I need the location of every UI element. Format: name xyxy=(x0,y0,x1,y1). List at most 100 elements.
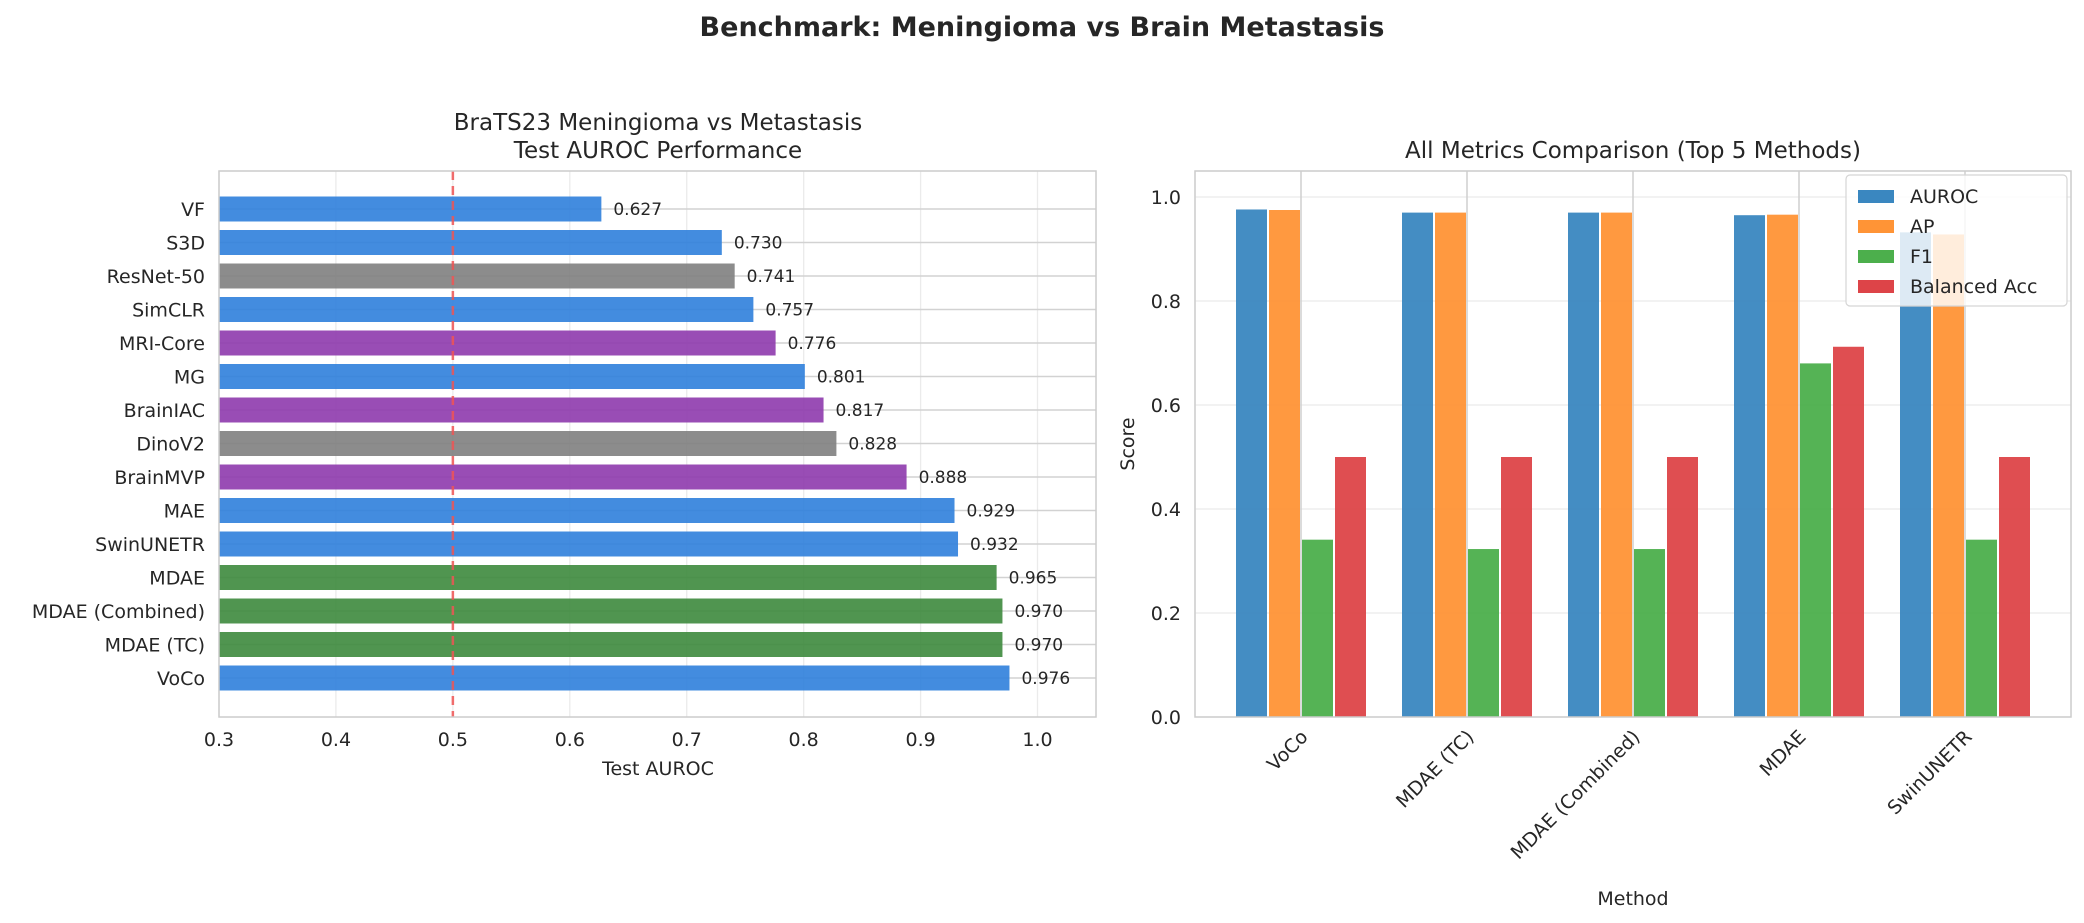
bar-f1 xyxy=(1966,539,1997,717)
x-tick-label: 0.5 xyxy=(438,729,468,751)
value-label: 0.730 xyxy=(734,234,783,254)
x-tick-label: MDAE (TC) xyxy=(1392,726,1478,812)
x-tick-label: 0.6 xyxy=(555,729,585,751)
x-tick-label: 0.4 xyxy=(321,729,351,751)
y-tick-label: MDAE (Combined) xyxy=(32,601,205,623)
y-tick-label: BrainIAC xyxy=(124,400,205,422)
bar-ap xyxy=(1933,234,1964,717)
bar-s3d xyxy=(219,230,722,255)
y-tick-label: 0.8 xyxy=(1151,291,1181,313)
legend-swatch xyxy=(1858,190,1894,203)
right-chart: All Metrics Comparison (Top 5 Methods) 0… xyxy=(1117,138,2072,910)
value-label: 0.929 xyxy=(967,502,1016,522)
y-tick-label: SwinUNETR xyxy=(95,534,205,556)
bar-f1 xyxy=(1634,549,1665,717)
bar-balanced-acc xyxy=(1335,457,1366,717)
legend-box xyxy=(1845,174,2068,307)
right-y-axis-label: Score xyxy=(1117,417,1139,470)
left-x-tick-labels: 0.3 0.4 0.5 0.6 0.7 0.8 0.9 1.0 xyxy=(204,729,1053,751)
bar-mdae-tc- xyxy=(219,632,1003,657)
bar-mri-core xyxy=(219,330,776,356)
left-bars xyxy=(219,196,1010,691)
x-tick-label: 0.3 xyxy=(204,729,234,751)
y-tick-label: VoCo xyxy=(157,668,205,690)
left-chart-title-line1: BraTS23 Meningioma vs Metastasis xyxy=(454,110,862,136)
y-tick-label: 0.0 xyxy=(1151,707,1181,729)
legend-swatch xyxy=(1858,250,1894,263)
y-tick-label: S3D xyxy=(166,233,205,255)
bar-f1 xyxy=(1302,539,1333,717)
value-label: 0.741 xyxy=(747,267,796,287)
right-plot-frame xyxy=(1194,170,2072,718)
bar-ap xyxy=(1767,214,1798,717)
bar-balanced-acc xyxy=(1999,457,2030,717)
bar-f1 xyxy=(1800,363,1831,717)
legend-label: F1 xyxy=(1910,246,1933,268)
y-tick-label: ResNet-50 xyxy=(107,266,205,288)
bar-auroc xyxy=(1402,212,1433,717)
bar-brainmvp xyxy=(219,464,907,490)
value-label: 0.965 xyxy=(1009,569,1058,589)
right-chart-title: All Metrics Comparison (Top 5 Methods) xyxy=(1405,138,1861,164)
bar-ap xyxy=(1601,212,1632,717)
x-tick-label: VoCo xyxy=(1263,726,1313,776)
legend: AUROC AP F1 Balanced Acc xyxy=(1845,174,2068,307)
bar-auroc xyxy=(1900,232,1931,718)
bar-resnet-50 xyxy=(219,263,735,289)
x-tick-label: MDAE xyxy=(1756,726,1811,781)
bar-brainiac xyxy=(219,397,824,423)
bar-mdae-combined- xyxy=(219,598,1003,624)
bar-balanced-acc xyxy=(1833,346,1864,717)
y-tick-label: DinoV2 xyxy=(136,434,205,456)
y-tick-label: 0.4 xyxy=(1151,499,1181,521)
bar-ap xyxy=(1269,210,1300,717)
bar-vf xyxy=(219,196,602,222)
bar-mae xyxy=(219,498,955,523)
legend-label: AUROC xyxy=(1910,186,1978,208)
legend-swatch xyxy=(1858,220,1894,233)
bar-auroc xyxy=(1236,209,1267,718)
legend-swatch xyxy=(1858,280,1894,293)
y-tick-label: SimCLR xyxy=(132,300,205,322)
x-tick-label: 0.7 xyxy=(672,729,702,751)
bar-balanced-acc xyxy=(1667,457,1698,717)
y-tick-label: 0.2 xyxy=(1151,603,1181,625)
y-tick-label: BrainMVP xyxy=(114,467,205,489)
legend-label: AP xyxy=(1910,216,1934,238)
value-label: 0.970 xyxy=(1014,636,1063,656)
y-tick-label: MRI-Core xyxy=(119,333,205,355)
value-label: 0.970 xyxy=(1014,602,1063,622)
x-tick-label: 0.8 xyxy=(789,729,819,751)
left-value-labels: 0.627 0.730 0.741 0.757 0.776 0.801 0.817 0.828… xyxy=(613,200,1070,689)
right-bars xyxy=(1236,209,2030,718)
right-x-axis-label: Method xyxy=(1597,888,1668,910)
legend-label: Balanced Acc xyxy=(1910,276,2037,298)
value-label: 0.627 xyxy=(613,200,662,220)
figure-title: Benchmark: Meningioma vs Brain Metastasi… xyxy=(700,12,1385,43)
y-tick-label: MDAE xyxy=(149,568,205,590)
y-tick-label: MDAE (TC) xyxy=(105,635,205,657)
bar-auroc xyxy=(1734,215,1765,717)
y-tick-label: MAE xyxy=(164,501,205,523)
value-label: 0.976 xyxy=(1021,669,1070,689)
value-label: 0.776 xyxy=(788,334,837,354)
value-label: 0.817 xyxy=(836,401,885,421)
value-label: 0.801 xyxy=(817,368,866,388)
left-y-tick-labels: VF S3D ResNet-50 SimCLR MRI-Core MG BrainIAC Di… xyxy=(32,199,205,690)
bar-mg xyxy=(219,364,805,389)
y-tick-label: 1.0 xyxy=(1151,187,1181,209)
right-y-tick-labels: 0.0 0.2 0.4 0.6 0.8 1.0 xyxy=(1151,187,1181,729)
x-tick-label: MDAE (Combined) xyxy=(1507,726,1645,864)
x-tick-label: SwinUNETR xyxy=(1883,726,1976,819)
bar-f1 xyxy=(1468,549,1499,717)
bar-ap xyxy=(1435,212,1466,717)
right-x-tick-labels: VoCo MDAE (TC) MDAE (Combined) MDAE SwinUNET… xyxy=(1263,726,1977,864)
bar-mdae xyxy=(219,565,997,590)
y-tick-label: VF xyxy=(181,199,205,221)
bar-swinunetr xyxy=(219,531,959,557)
bar-simclr xyxy=(219,297,754,322)
bar-dinov2 xyxy=(219,431,837,456)
value-label: 0.932 xyxy=(970,535,1019,555)
y-tick-label: 0.6 xyxy=(1151,395,1181,417)
